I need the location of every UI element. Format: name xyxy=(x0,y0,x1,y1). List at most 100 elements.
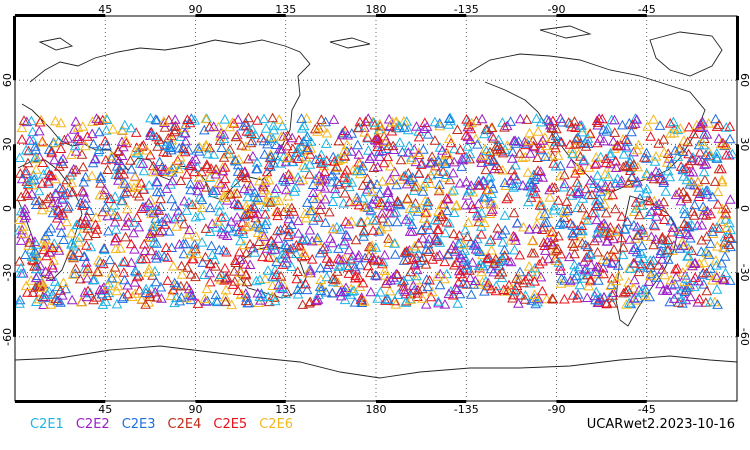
triangle-marker xyxy=(553,257,565,267)
triangle-marker xyxy=(302,142,313,153)
triangle-marker xyxy=(68,163,80,174)
triangle-marker xyxy=(585,249,596,260)
triangle-marker xyxy=(273,195,285,206)
triangle-marker xyxy=(153,205,165,215)
triangle-marker xyxy=(599,226,610,237)
triangle-marker xyxy=(607,287,619,297)
triangle-marker xyxy=(373,146,385,156)
bottom-tick-label: -45 xyxy=(638,403,656,416)
triangle-marker xyxy=(529,182,541,192)
triangle-marker xyxy=(400,214,412,224)
triangle-marker xyxy=(31,153,43,164)
triangle-marker xyxy=(219,173,231,184)
triangle-marker xyxy=(710,254,722,265)
triangle-marker xyxy=(70,146,82,156)
triangle-marker xyxy=(520,151,531,162)
triangle-marker xyxy=(120,231,131,242)
triangle-marker xyxy=(221,230,233,240)
triangle-marker xyxy=(452,124,463,134)
triangle-marker xyxy=(47,242,58,252)
triangle-marker xyxy=(166,175,178,186)
triangle-marker xyxy=(622,136,633,146)
triangle-marker xyxy=(357,192,369,203)
triangle-marker xyxy=(380,143,392,153)
triangle-marker xyxy=(493,269,505,279)
triangle-marker xyxy=(665,215,677,226)
triangle-marker xyxy=(420,258,432,269)
triangle-marker xyxy=(218,133,230,144)
triangle-marker xyxy=(675,224,687,234)
triangle-marker xyxy=(140,283,152,294)
triangle-marker xyxy=(20,165,32,176)
triangle-marker xyxy=(119,177,131,188)
triangle-marker xyxy=(100,201,112,212)
triangle-marker xyxy=(319,182,331,193)
triangle-marker xyxy=(405,294,417,304)
triangle-marker xyxy=(406,219,418,229)
triangle-marker xyxy=(253,236,265,246)
triangle-marker xyxy=(113,169,125,179)
triangle-marker xyxy=(511,273,522,283)
triangle-marker xyxy=(505,116,516,126)
triangle-marker xyxy=(97,206,109,217)
triangle-marker xyxy=(233,154,245,164)
triangle-marker xyxy=(260,175,272,185)
triangle-marker xyxy=(270,139,282,149)
triangle-marker xyxy=(263,189,274,200)
triangle-marker xyxy=(42,165,54,175)
triangle-marker xyxy=(324,256,336,267)
triangle-marker xyxy=(531,218,543,229)
triangle-marker xyxy=(278,151,289,161)
triangle-marker xyxy=(485,283,497,294)
triangle-marker xyxy=(144,288,155,299)
triangle-marker xyxy=(531,268,542,279)
triangle-marker xyxy=(582,241,594,252)
triangle-marker xyxy=(426,151,438,161)
triangle-marker xyxy=(176,260,187,271)
triangle-marker xyxy=(665,128,676,138)
triangle-marker xyxy=(670,263,681,274)
triangle-marker xyxy=(179,195,190,206)
triangle-marker xyxy=(320,138,332,148)
triangle-marker xyxy=(232,285,244,295)
triangle-marker xyxy=(354,281,366,291)
triangle-marker xyxy=(367,214,379,225)
triangle-marker xyxy=(87,116,98,126)
triangle-marker xyxy=(109,261,121,272)
triangle-marker xyxy=(234,246,245,257)
right-tick-label: 0 xyxy=(738,205,750,212)
triangle-marker xyxy=(111,160,123,171)
coastlines xyxy=(14,25,738,379)
triangle-marker xyxy=(40,266,51,276)
triangle-marker xyxy=(556,116,568,127)
triangle-marker xyxy=(598,268,609,279)
triangle-marker xyxy=(191,248,202,259)
triangle-marker xyxy=(588,178,600,188)
triangle-marker xyxy=(447,289,459,300)
triangle-marker xyxy=(723,239,734,249)
triangle-marker xyxy=(692,176,704,186)
triangle-marker xyxy=(535,116,547,127)
triangle-marker xyxy=(514,148,526,158)
triangle-marker xyxy=(19,203,31,214)
triangle-marker xyxy=(45,299,57,309)
triangle-marker xyxy=(379,136,391,146)
triangle-marker xyxy=(351,165,363,176)
triangle-marker xyxy=(578,214,590,224)
triangle-marker xyxy=(565,118,576,129)
triangle-marker xyxy=(362,260,374,271)
triangle-marker xyxy=(674,228,686,239)
triangle-marker xyxy=(359,296,370,306)
triangle-marker xyxy=(181,169,193,179)
triangle-marker xyxy=(720,122,732,132)
triangle-marker xyxy=(509,285,520,296)
triangle-marker xyxy=(200,139,212,150)
triangle-marker xyxy=(724,194,736,204)
triangle-marker xyxy=(363,145,374,155)
triangle-marker xyxy=(488,132,499,143)
triangle-marker xyxy=(243,220,254,231)
triangle-marker xyxy=(592,137,603,148)
triangle-marker xyxy=(184,248,196,259)
triangle-marker xyxy=(707,191,719,202)
triangle-marker xyxy=(68,240,80,251)
